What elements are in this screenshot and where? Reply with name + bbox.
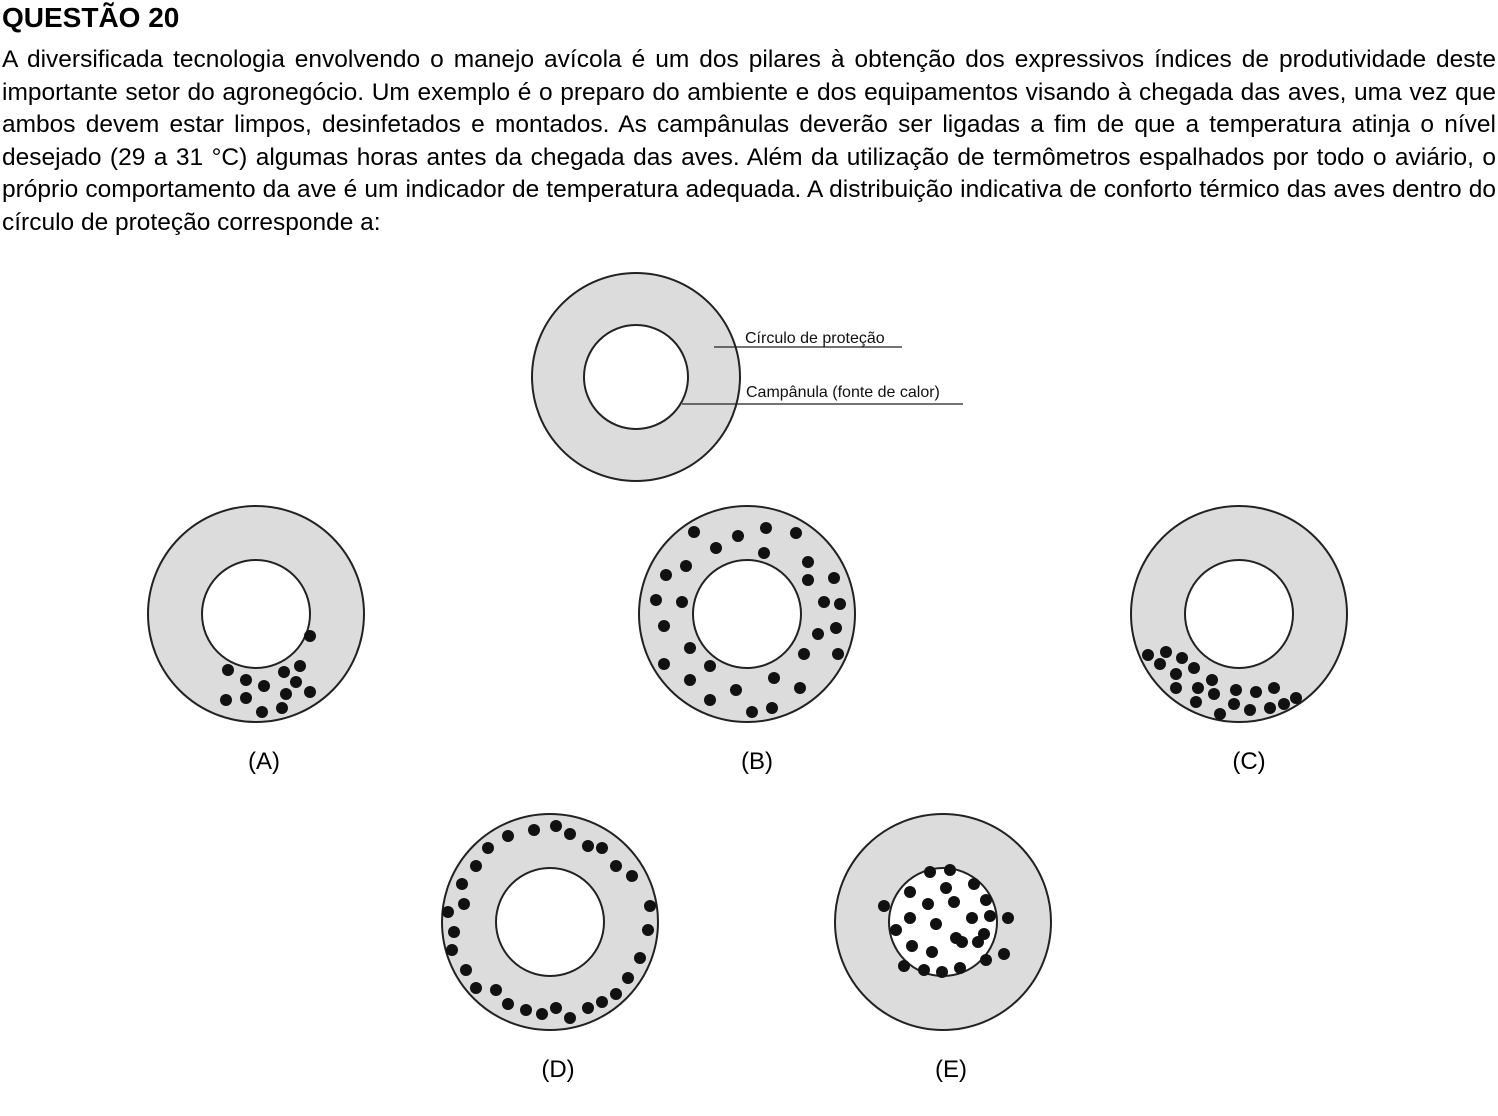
option-b[interactable]: (B): [638, 505, 856, 775]
legend-diagram: Círculo de proteção Campânula (fonte de …: [531, 272, 963, 482]
legend-protection-label: Círculo de proteção: [745, 330, 885, 347]
option-d[interactable]: (D): [441, 813, 659, 1083]
option-a[interactable]: (A): [147, 505, 365, 775]
option-c-birds: [1142, 646, 1302, 720]
question-text: A diversificada tecnologia envolvendo o …: [2, 46, 1496, 236]
option-c[interactable]: (C): [1130, 505, 1348, 775]
option-a-birds: [220, 630, 316, 718]
option-b-birds: [650, 522, 846, 718]
option-b-label: (B): [741, 748, 773, 775]
option-d-label: (D): [541, 1056, 574, 1083]
option-a-label: (A): [248, 748, 280, 775]
option-e-birds: [878, 864, 1014, 978]
question-title: QUESTÃO 20: [2, 2, 180, 33]
option-e-label: (E): [935, 1056, 967, 1083]
legend-heat-source-label: Campânula (fonte de calor): [746, 384, 940, 401]
option-d-birds: [442, 820, 656, 1024]
option-e[interactable]: (E): [834, 813, 1052, 1083]
option-c-label: (C): [1232, 748, 1265, 775]
heat-source-circle: [583, 324, 689, 430]
